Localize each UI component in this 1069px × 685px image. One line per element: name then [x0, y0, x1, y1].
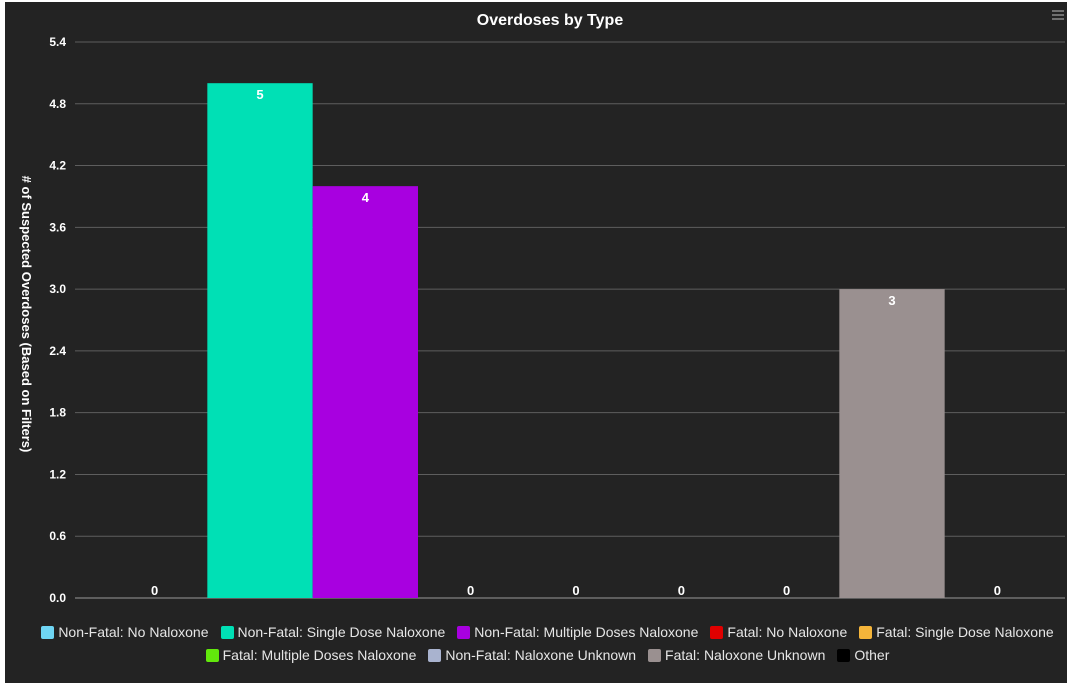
legend-label: Non-Fatal: No Naloxone	[58, 624, 209, 640]
data-label: 0	[467, 583, 474, 598]
legend-swatch	[220, 626, 234, 639]
y-tick-label: 3.0	[49, 282, 66, 296]
legend-swatch	[859, 626, 873, 639]
legend-swatch	[205, 649, 219, 662]
legend-label: Non-Fatal: Single Dose Naloxone	[237, 624, 446, 640]
hamburger-menu-icon[interactable]	[1051, 8, 1065, 22]
legend-label: Other	[854, 647, 890, 663]
y-tick-label: 0.6	[49, 529, 66, 543]
legend-item[interactable]: Non-Fatal: No Naloxone	[41, 624, 209, 641]
chart-legend: Non-Fatal: No Naloxone Non-Fatal: Single …	[30, 624, 1065, 664]
legend-label: Non-Fatal: Naloxone Unknown	[445, 647, 637, 663]
legend-item[interactable]: Fatal: No Naloxone	[710, 624, 847, 641]
data-label: 5	[256, 87, 263, 102]
legend-label: Fatal: Multiple Doses Naloxone	[222, 647, 417, 663]
y-tick-label: 4.8	[49, 97, 66, 111]
data-label: 0	[783, 583, 790, 598]
y-tick-label: 0.0	[49, 591, 66, 605]
bar[interactable]	[207, 83, 313, 599]
legend-item[interactable]: Other	[837, 647, 889, 664]
legend-label: Fatal: Naloxone Unknown	[665, 647, 826, 663]
legend-item[interactable]: Fatal: Multiple Doses Naloxone	[205, 647, 417, 664]
data-label: 3	[888, 293, 895, 308]
legend-swatch	[837, 649, 851, 662]
bars	[207, 83, 945, 599]
bar[interactable]	[312, 186, 418, 599]
y-axis-label: # of Suspected Overdoses (Based on Filte…	[19, 176, 34, 453]
y-axis-ticks: 0.0 0.6 1.2 1.8 2.4 3.0 3.6 4.2 4.8 5.4	[49, 35, 66, 605]
data-label: 4	[362, 190, 370, 205]
legend-swatch	[41, 626, 55, 639]
legend-item[interactable]: Non-Fatal: Single Dose Naloxone	[220, 624, 446, 641]
legend-label: Fatal: Single Dose Naloxone	[876, 624, 1054, 640]
legend-swatch	[710, 626, 724, 639]
legend-swatch	[648, 649, 662, 662]
legend-item[interactable]: Non-Fatal: Multiple Doses Naloxone	[457, 624, 698, 641]
y-tick-label: 4.2	[49, 159, 66, 173]
legend-label: Fatal: No Naloxone	[727, 624, 848, 640]
y-tick-label: 1.8	[49, 406, 66, 420]
chart-title: Overdoses by Type	[477, 12, 624, 29]
y-tick-label: 3.6	[49, 220, 66, 234]
legend-item[interactable]: Fatal: Naloxone Unknown	[648, 647, 825, 664]
legend-item[interactable]: Non-Fatal: Naloxone Unknown	[428, 647, 636, 664]
legend-swatch	[457, 626, 471, 639]
data-label: 0	[994, 583, 1001, 598]
y-tick-label: 1.2	[49, 467, 66, 481]
data-label: 0	[678, 583, 685, 598]
bar[interactable]	[839, 289, 945, 598]
legend-swatch	[428, 649, 442, 662]
data-labels: 0 5 4 0 0 0 0 3 0	[151, 87, 1001, 598]
data-label: 0	[151, 583, 158, 598]
y-tick-label: 2.4	[49, 344, 66, 358]
y-tick-label: 5.4	[49, 35, 66, 49]
legend-label: Non-Fatal: Multiple Doses Naloxone	[474, 624, 699, 640]
data-label: 0	[572, 583, 579, 598]
legend-item[interactable]: Fatal: Single Dose Naloxone	[859, 624, 1054, 641]
